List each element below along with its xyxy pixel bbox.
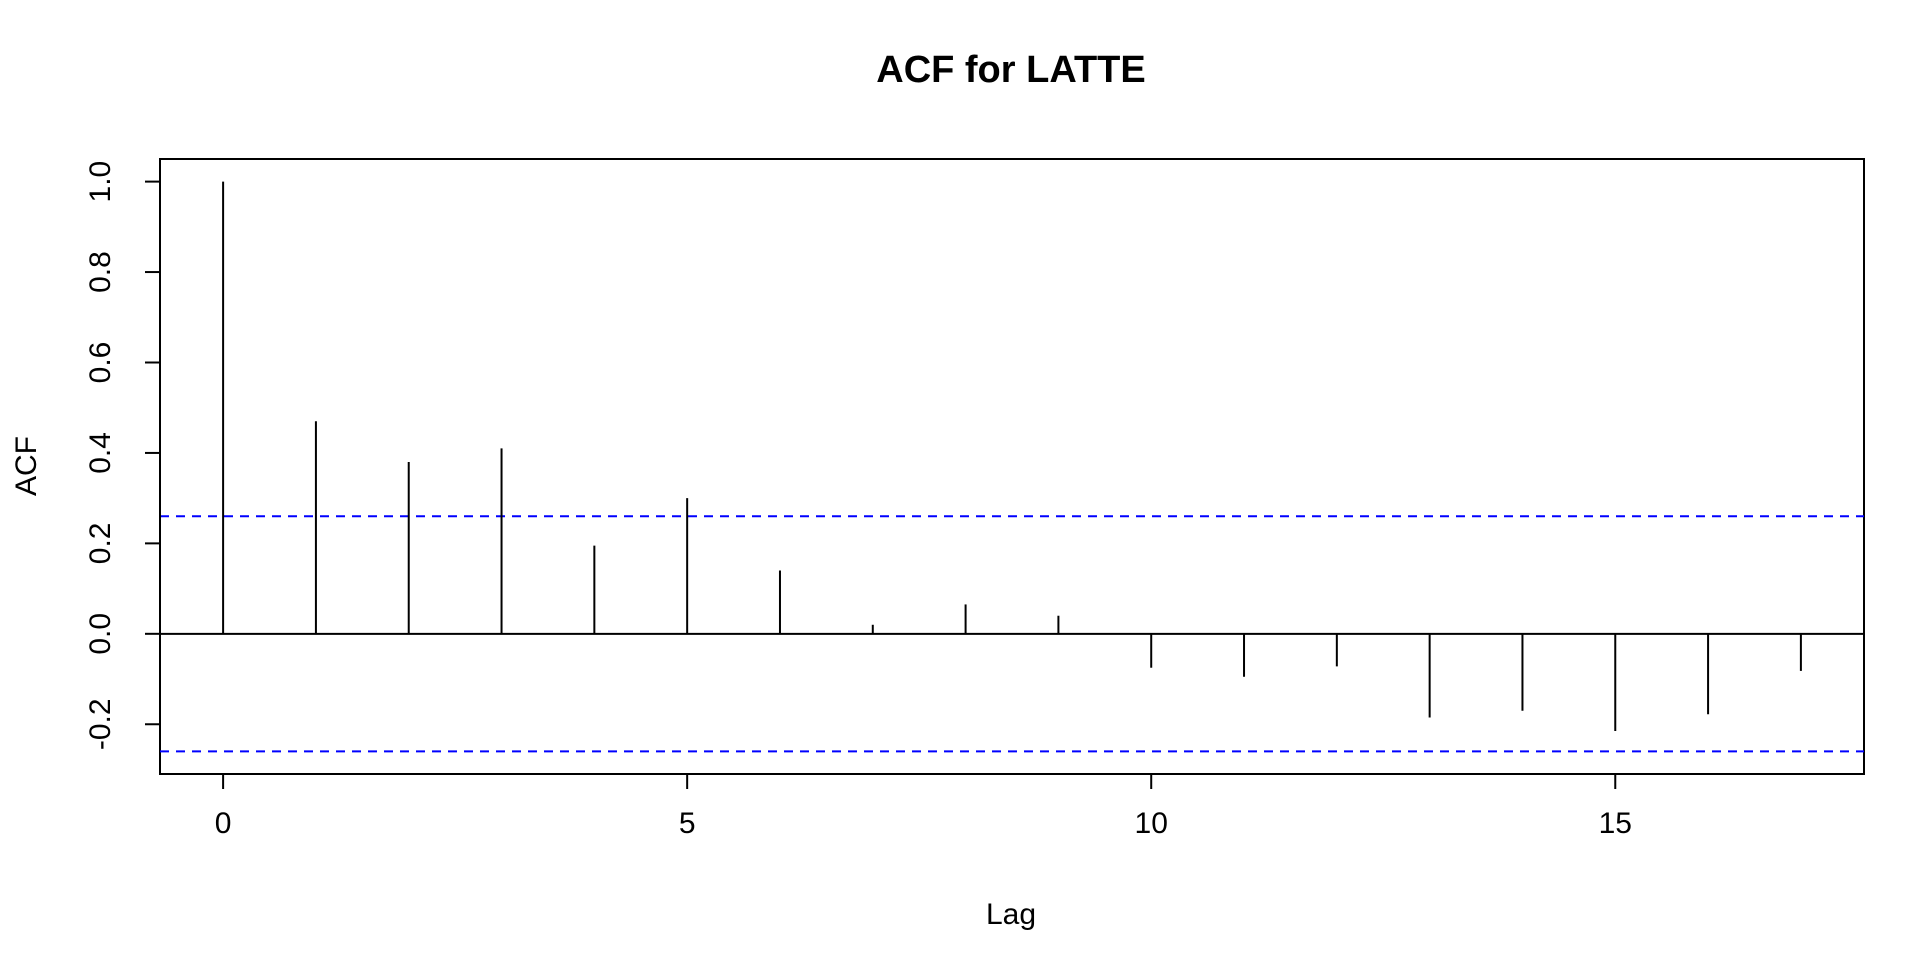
y-tick-label: 0.0 bbox=[84, 613, 117, 655]
confidence-bounds bbox=[160, 515, 1864, 753]
y-tick-label: 0.8 bbox=[84, 251, 117, 293]
y-axis: -0.2 0.0 0.2 0.4 0.6 0.8 1.0 bbox=[84, 161, 161, 750]
y-tick-label: 0.4 bbox=[84, 432, 117, 474]
x-tick-label: 15 bbox=[1599, 807, 1632, 840]
y-tick-label: 1.0 bbox=[84, 161, 117, 203]
x-axis: 0 5 10 15 bbox=[215, 773, 1632, 840]
acf-bars bbox=[222, 181, 1802, 732]
plot-frame bbox=[159, 158, 1865, 775]
x-tick-label: 5 bbox=[679, 807, 696, 840]
chart-title: ACF for LATTE bbox=[876, 49, 1145, 91]
y-tick-label: 0.6 bbox=[84, 342, 117, 384]
y-tick-label: 0.2 bbox=[84, 523, 117, 565]
y-axis-label: ACF bbox=[10, 436, 43, 496]
x-axis-label: Lag bbox=[986, 898, 1036, 931]
y-tick-label: -0.2 bbox=[84, 698, 117, 750]
x-tick-label: 10 bbox=[1135, 807, 1168, 840]
x-tick-label: 0 bbox=[215, 807, 232, 840]
